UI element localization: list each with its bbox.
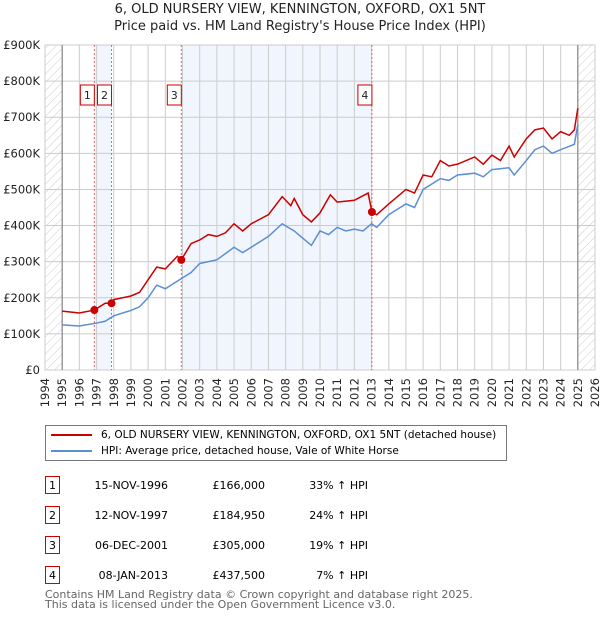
x-tick-label: 2021 <box>502 378 516 407</box>
plot-frame <box>44 44 596 371</box>
sale-point <box>367 208 376 217</box>
no-data-region-left <box>45 45 63 370</box>
x-tick-label: 2008 <box>279 378 293 407</box>
x-tick-label: 2006 <box>244 378 258 407</box>
x-tick-label: 2019 <box>468 378 482 407</box>
y-tick-label: £300K <box>3 255 40 269</box>
sale-hpi-diff: 33% ↑ HPI <box>309 478 368 492</box>
sale-point <box>107 299 116 308</box>
x-tick-label: 2016 <box>416 378 430 407</box>
y-tick-label: £100K <box>3 327 40 341</box>
x-tick-label: 2022 <box>519 378 533 407</box>
x-tick-label: 2025 <box>571 378 585 407</box>
hpi-line <box>62 124 579 327</box>
sale-hpi-diff: 19% ↑ HPI <box>309 538 368 552</box>
sale-number-badge: 3 <box>45 536 60 554</box>
x-tick-label: 2005 <box>227 378 241 407</box>
x-tick-label: 2013 <box>365 378 379 407</box>
sale-label-2: 2 <box>97 84 113 106</box>
y-tick-label: £900K <box>3 38 40 52</box>
sale-date: 12-NOV-1997 <box>94 508 168 522</box>
sale-hpi-diff: 7% ↑ HPI <box>316 568 368 582</box>
sale-price: £166,000 <box>212 478 266 492</box>
y-tick-label: £500K <box>3 182 40 196</box>
x-tick-label: 1995 <box>55 378 69 407</box>
sale-row: 4 08-JAN-2013 £437,500 7% ↑ HPI <box>45 565 368 585</box>
x-tick-label: 2001 <box>158 378 172 407</box>
ownership-span <box>181 45 372 370</box>
no-data-region-right <box>577 45 595 370</box>
sale-row: 3 06-DEC-2001 £305,000 19% ↑ HPI <box>45 535 368 555</box>
y-tick-label: £400K <box>3 219 40 233</box>
property-price-line <box>62 108 579 314</box>
y-tick-label: £0 <box>25 363 40 377</box>
x-tick-label: 2015 <box>399 378 413 407</box>
x-tick-label: 2026 <box>588 378 600 407</box>
y-tick-label: £700K <box>3 110 40 124</box>
x-tick-label: 2003 <box>193 378 207 407</box>
sale-hpi-diff: 24% ↑ HPI <box>309 508 368 522</box>
x-tick-label: 2017 <box>433 378 447 407</box>
y-tick-label: £600K <box>3 146 40 160</box>
y-tick-label: £200K <box>3 291 40 305</box>
x-tick-label: 1999 <box>124 378 138 407</box>
x-tick-label: 1998 <box>107 378 121 407</box>
sale-label-box <box>357 84 373 106</box>
legend-item-hpi: HPI: Average price, detached house, Vale… <box>51 445 399 457</box>
sale-label-text: 3 <box>171 89 178 102</box>
x-tick-label: 2004 <box>210 378 224 407</box>
sale-label-text: 4 <box>361 89 368 102</box>
x-tick-label: 2024 <box>554 378 568 407</box>
sale-label-3: 3 <box>166 84 182 106</box>
sale-label-1: 1 <box>79 84 95 106</box>
x-tick-label: 1994 <box>38 378 52 407</box>
sale-number-badge: 2 <box>45 506 60 524</box>
sale-date: 08-JAN-2013 <box>98 568 168 582</box>
chart-subtitle: Price paid vs. HM Land Registry's House … <box>114 19 486 34</box>
legend-swatch-blue <box>51 450 92 452</box>
y-tick-label: £800K <box>3 74 40 88</box>
sale-price: £305,000 <box>212 538 266 552</box>
x-tick-label: 2012 <box>347 378 361 407</box>
sale-label-text: 1 <box>84 89 91 102</box>
sale-price: £184,950 <box>212 508 266 522</box>
sale-label-box <box>79 84 95 106</box>
sale-label-box <box>166 84 182 106</box>
legend-label: 6, OLD NURSERY VIEW, KENNINGTON, OXFORD,… <box>101 429 497 441</box>
legend: 6, OLD NURSERY VIEW, KENNINGTON, OXFORD,… <box>45 425 507 461</box>
x-tick-label: 2020 <box>485 378 499 407</box>
sale-point <box>90 306 99 315</box>
x-tick-label: 2023 <box>536 378 550 407</box>
x-tick-label: 2018 <box>451 378 465 407</box>
x-tick-label: 2010 <box>313 378 327 407</box>
sale-label-4: 4 <box>357 84 373 106</box>
legend-item-property: 6, OLD NURSERY VIEW, KENNINGTON, OXFORD,… <box>51 429 496 441</box>
sale-number-badge: 1 <box>45 476 60 494</box>
sale-row: 1 15-NOV-1996 £166,000 33% ↑ HPI <box>45 475 368 495</box>
footer-licence: This data is licensed under the Open Gov… <box>45 598 396 611</box>
price-chart: 1994 1995 1996 1997 1998 1999 2000 2001 2002 2003… <box>3 38 600 407</box>
x-tick-label: 2002 <box>176 378 190 407</box>
x-tick-label: 1997 <box>90 378 104 407</box>
sale-number-badge: 4 <box>45 566 60 584</box>
x-tick-label: 2007 <box>261 378 275 407</box>
legend-label: HPI: Average price, detached house, Vale… <box>101 445 399 457</box>
sale-label-text: 2 <box>101 89 108 102</box>
x-tick-label: 2011 <box>330 378 344 407</box>
x-tick-label: 2009 <box>296 378 310 407</box>
ownership-span <box>94 45 112 370</box>
x-tick-label: 2014 <box>382 378 396 407</box>
sale-price: £437,500 <box>212 568 266 582</box>
legend-swatch-red <box>51 434 92 436</box>
x-tick-label: 1996 <box>72 378 86 407</box>
sale-point <box>177 255 186 264</box>
sale-row: 2 12-NOV-1997 £184,950 24% ↑ HPI <box>45 505 368 525</box>
sale-date: 15-NOV-1996 <box>94 478 168 492</box>
footer-copyright: Contains HM Land Registry data © Crown c… <box>45 588 473 601</box>
x-tick-label: 2000 <box>141 378 155 407</box>
chart-title: 6, OLD NURSERY VIEW, KENNINGTON, OXFORD,… <box>114 2 486 17</box>
sale-date: 06-DEC-2001 <box>94 538 168 552</box>
sale-label-box <box>97 84 113 106</box>
